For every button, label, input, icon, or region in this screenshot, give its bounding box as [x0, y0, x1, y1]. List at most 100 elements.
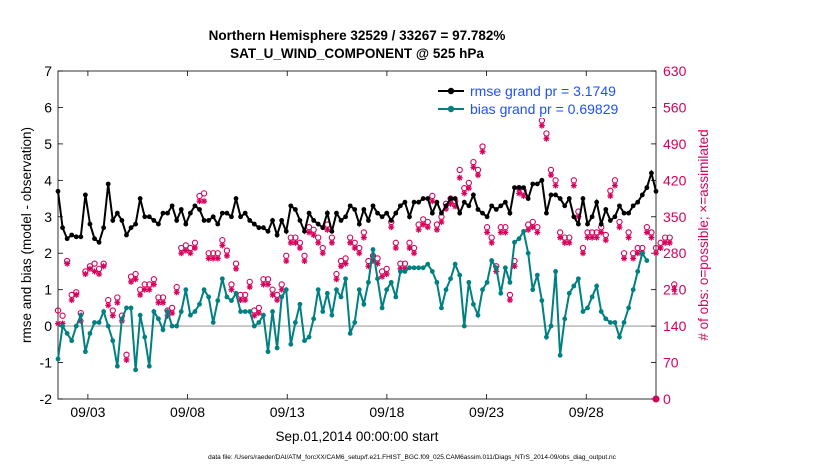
rmse-series-point — [338, 218, 344, 223]
obs-assimilated-stroke — [297, 245, 303, 251]
obs-assimilated-marker — [534, 229, 541, 236]
obs-assimilated-marker — [570, 182, 577, 189]
bias-series-point — [338, 294, 344, 300]
obs-assimilated-marker — [109, 312, 116, 319]
obs-assimilated-stroke — [461, 190, 467, 196]
bias-series-point — [238, 309, 243, 314]
bias-series-point — [247, 309, 253, 314]
bias-series-point — [621, 320, 627, 325]
bias-series-point — [502, 265, 508, 271]
obs-assimilated-marker — [461, 190, 468, 197]
bias-series-point — [174, 323, 180, 329]
obs-assimilated-marker — [657, 245, 664, 252]
rmse-series-point — [471, 192, 476, 198]
bias-series-point — [402, 269, 408, 274]
obs-assimilated-stroke — [498, 229, 504, 235]
rmse-series-point — [502, 199, 508, 205]
rmse-series-point — [247, 218, 253, 223]
obs-assimilated-marker — [182, 247, 189, 254]
bias-series-point — [183, 287, 189, 293]
obs-assimilated-marker — [548, 172, 555, 179]
obs-assimilated-stroke — [329, 240, 335, 246]
rmse-series-point — [146, 214, 152, 220]
rmse-series-point — [251, 221, 257, 227]
obs-assimilated-marker — [643, 229, 650, 236]
obs-assimilated-marker — [64, 260, 71, 267]
obs-assimilated-marker — [269, 291, 276, 298]
obs-assimilated-stroke — [247, 284, 253, 290]
bias-series-point — [521, 228, 527, 234]
obs-assimilated-stroke — [187, 250, 193, 256]
rmse-series-point — [187, 210, 193, 216]
obs-assimilated-stroke — [101, 263, 107, 269]
y-right-tick-label: 630 — [663, 63, 687, 79]
obs-assimilated-marker — [616, 224, 623, 231]
bias-series-point — [224, 294, 230, 300]
obs-assimilated-stroke — [411, 250, 417, 256]
obs-assimilated-stroke — [457, 175, 463, 181]
obs-assimilated-marker — [68, 297, 75, 304]
bias-series-point — [420, 265, 426, 271]
rmse-series-point — [512, 185, 517, 191]
obs-assimilated-marker — [456, 174, 463, 181]
obs-assimilated-marker — [415, 226, 422, 233]
legend-rmse-label: rmse grand pr = 3.1749 — [470, 83, 616, 99]
rmse-series-point — [261, 225, 266, 231]
obs-assimilated-marker — [278, 286, 285, 293]
bias-series-point — [461, 323, 467, 329]
rmse-series-point — [265, 228, 271, 234]
obs-assimilated-stroke — [393, 245, 399, 251]
obs-assimilated-marker — [242, 297, 249, 304]
obs-possible-marker — [91, 260, 98, 267]
obs-assimilated-marker — [579, 250, 586, 257]
bias-series-point — [384, 287, 390, 293]
obs-assimilated-stroke — [169, 310, 175, 316]
obs-assimilated-stroke — [644, 229, 650, 235]
bias-series-point — [283, 287, 289, 293]
obs-assimilated-stroke — [466, 185, 472, 191]
rmse-series-point — [571, 214, 577, 220]
bias-series-point — [630, 287, 636, 293]
obs-assimilated-marker — [301, 258, 308, 265]
obs-assimilated-stroke — [306, 229, 312, 235]
bias-series-point — [206, 294, 212, 300]
bias-series-point — [256, 320, 262, 325]
obs-assimilated-marker — [173, 289, 180, 296]
rmse-series-point — [575, 221, 581, 227]
rmse-series-point — [137, 196, 143, 201]
obs-assimilated-stroke — [530, 224, 536, 230]
obs-assimilated-marker — [529, 224, 536, 231]
obs-assimilated-stroke — [580, 250, 586, 256]
obs-assimilated-marker — [128, 278, 135, 285]
bias-series-point — [471, 301, 476, 307]
rmse-series-point — [443, 203, 449, 209]
obs-assimilated-stroke — [361, 235, 367, 241]
bias-series-point — [379, 305, 385, 311]
rmse-series-point — [525, 196, 531, 201]
rmse-series-point — [498, 203, 504, 209]
obs-assimilated-marker — [91, 268, 98, 275]
obs-assimilated-stroke — [320, 250, 326, 256]
obs-assimilated-marker — [319, 250, 326, 257]
bias-series-point — [251, 323, 257, 329]
x-tick-label: 09/13 — [270, 404, 305, 420]
obs-assimilated-marker — [538, 122, 545, 129]
rmse-series-point — [530, 181, 536, 187]
rmse-series-point — [594, 199, 600, 205]
obs-assimilated-marker — [132, 276, 139, 283]
bias-series-point — [589, 294, 595, 300]
bias-series-point — [329, 312, 335, 318]
obs-assimilated-marker — [315, 239, 322, 246]
bias-series-point — [197, 301, 202, 307]
obs-assimilated-marker — [137, 291, 144, 298]
bias-series-point — [416, 265, 422, 271]
rmse-series-point — [69, 232, 75, 238]
obs-assimilated-marker — [100, 263, 107, 270]
rmse-series-point — [621, 210, 627, 216]
y-right-tick-label: 420 — [663, 172, 687, 188]
obs-assimilated-marker — [342, 260, 349, 267]
obs-assimilated-marker — [287, 239, 294, 246]
obs-assimilated-stroke — [347, 240, 353, 246]
obs-assimilated-marker — [438, 218, 445, 225]
